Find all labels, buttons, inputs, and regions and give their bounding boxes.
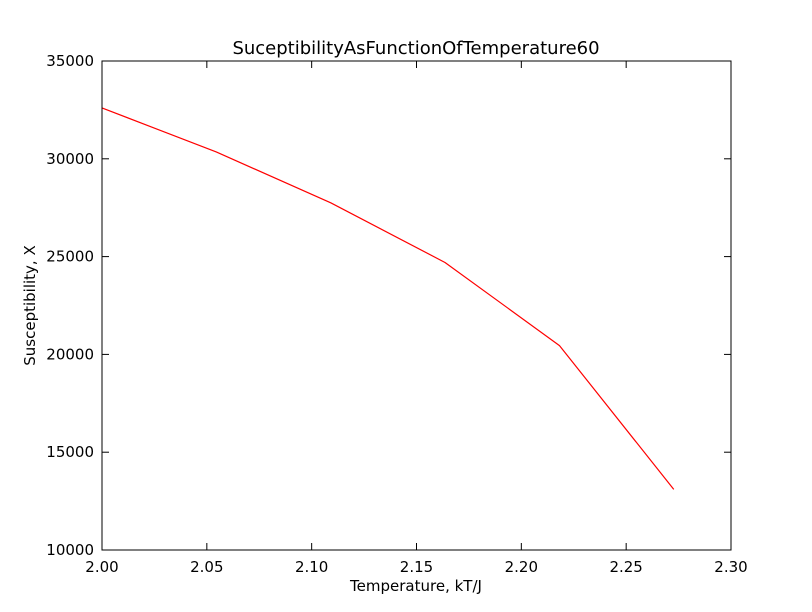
x-tick-label: 2.10 [295, 558, 328, 576]
y-tick-label: 35000 [46, 52, 94, 70]
y-axis-label: Susceptibility, X [21, 245, 39, 365]
chart-title: SuceptibilityAsFunctionOfTemperature60 [232, 38, 599, 59]
y-tick-label: 15000 [46, 443, 94, 461]
y-tick-label: 10000 [46, 541, 94, 559]
x-axis-ticks: 2.00 2.05 2.10 2.15 2.20 2.25 2.30 [85, 61, 748, 576]
y-axis-ticks: 10000 15000 20000 25000 30000 35000 [46, 52, 731, 559]
x-tick-label: 2.30 [714, 558, 747, 576]
y-tick-label: 25000 [46, 248, 94, 266]
x-tick-label: 2.25 [609, 558, 642, 576]
x-tick-label: 2.05 [190, 558, 223, 576]
x-tick-label: 2.00 [85, 558, 118, 576]
y-tick-label: 20000 [46, 345, 94, 363]
x-tick-label: 2.15 [400, 558, 433, 576]
y-tick-label: 30000 [46, 150, 94, 168]
x-axis-label: Temperature, kT/J [349, 577, 482, 595]
series-line-1 [101, 107, 675, 490]
x-tick-label: 2.20 [505, 558, 538, 576]
